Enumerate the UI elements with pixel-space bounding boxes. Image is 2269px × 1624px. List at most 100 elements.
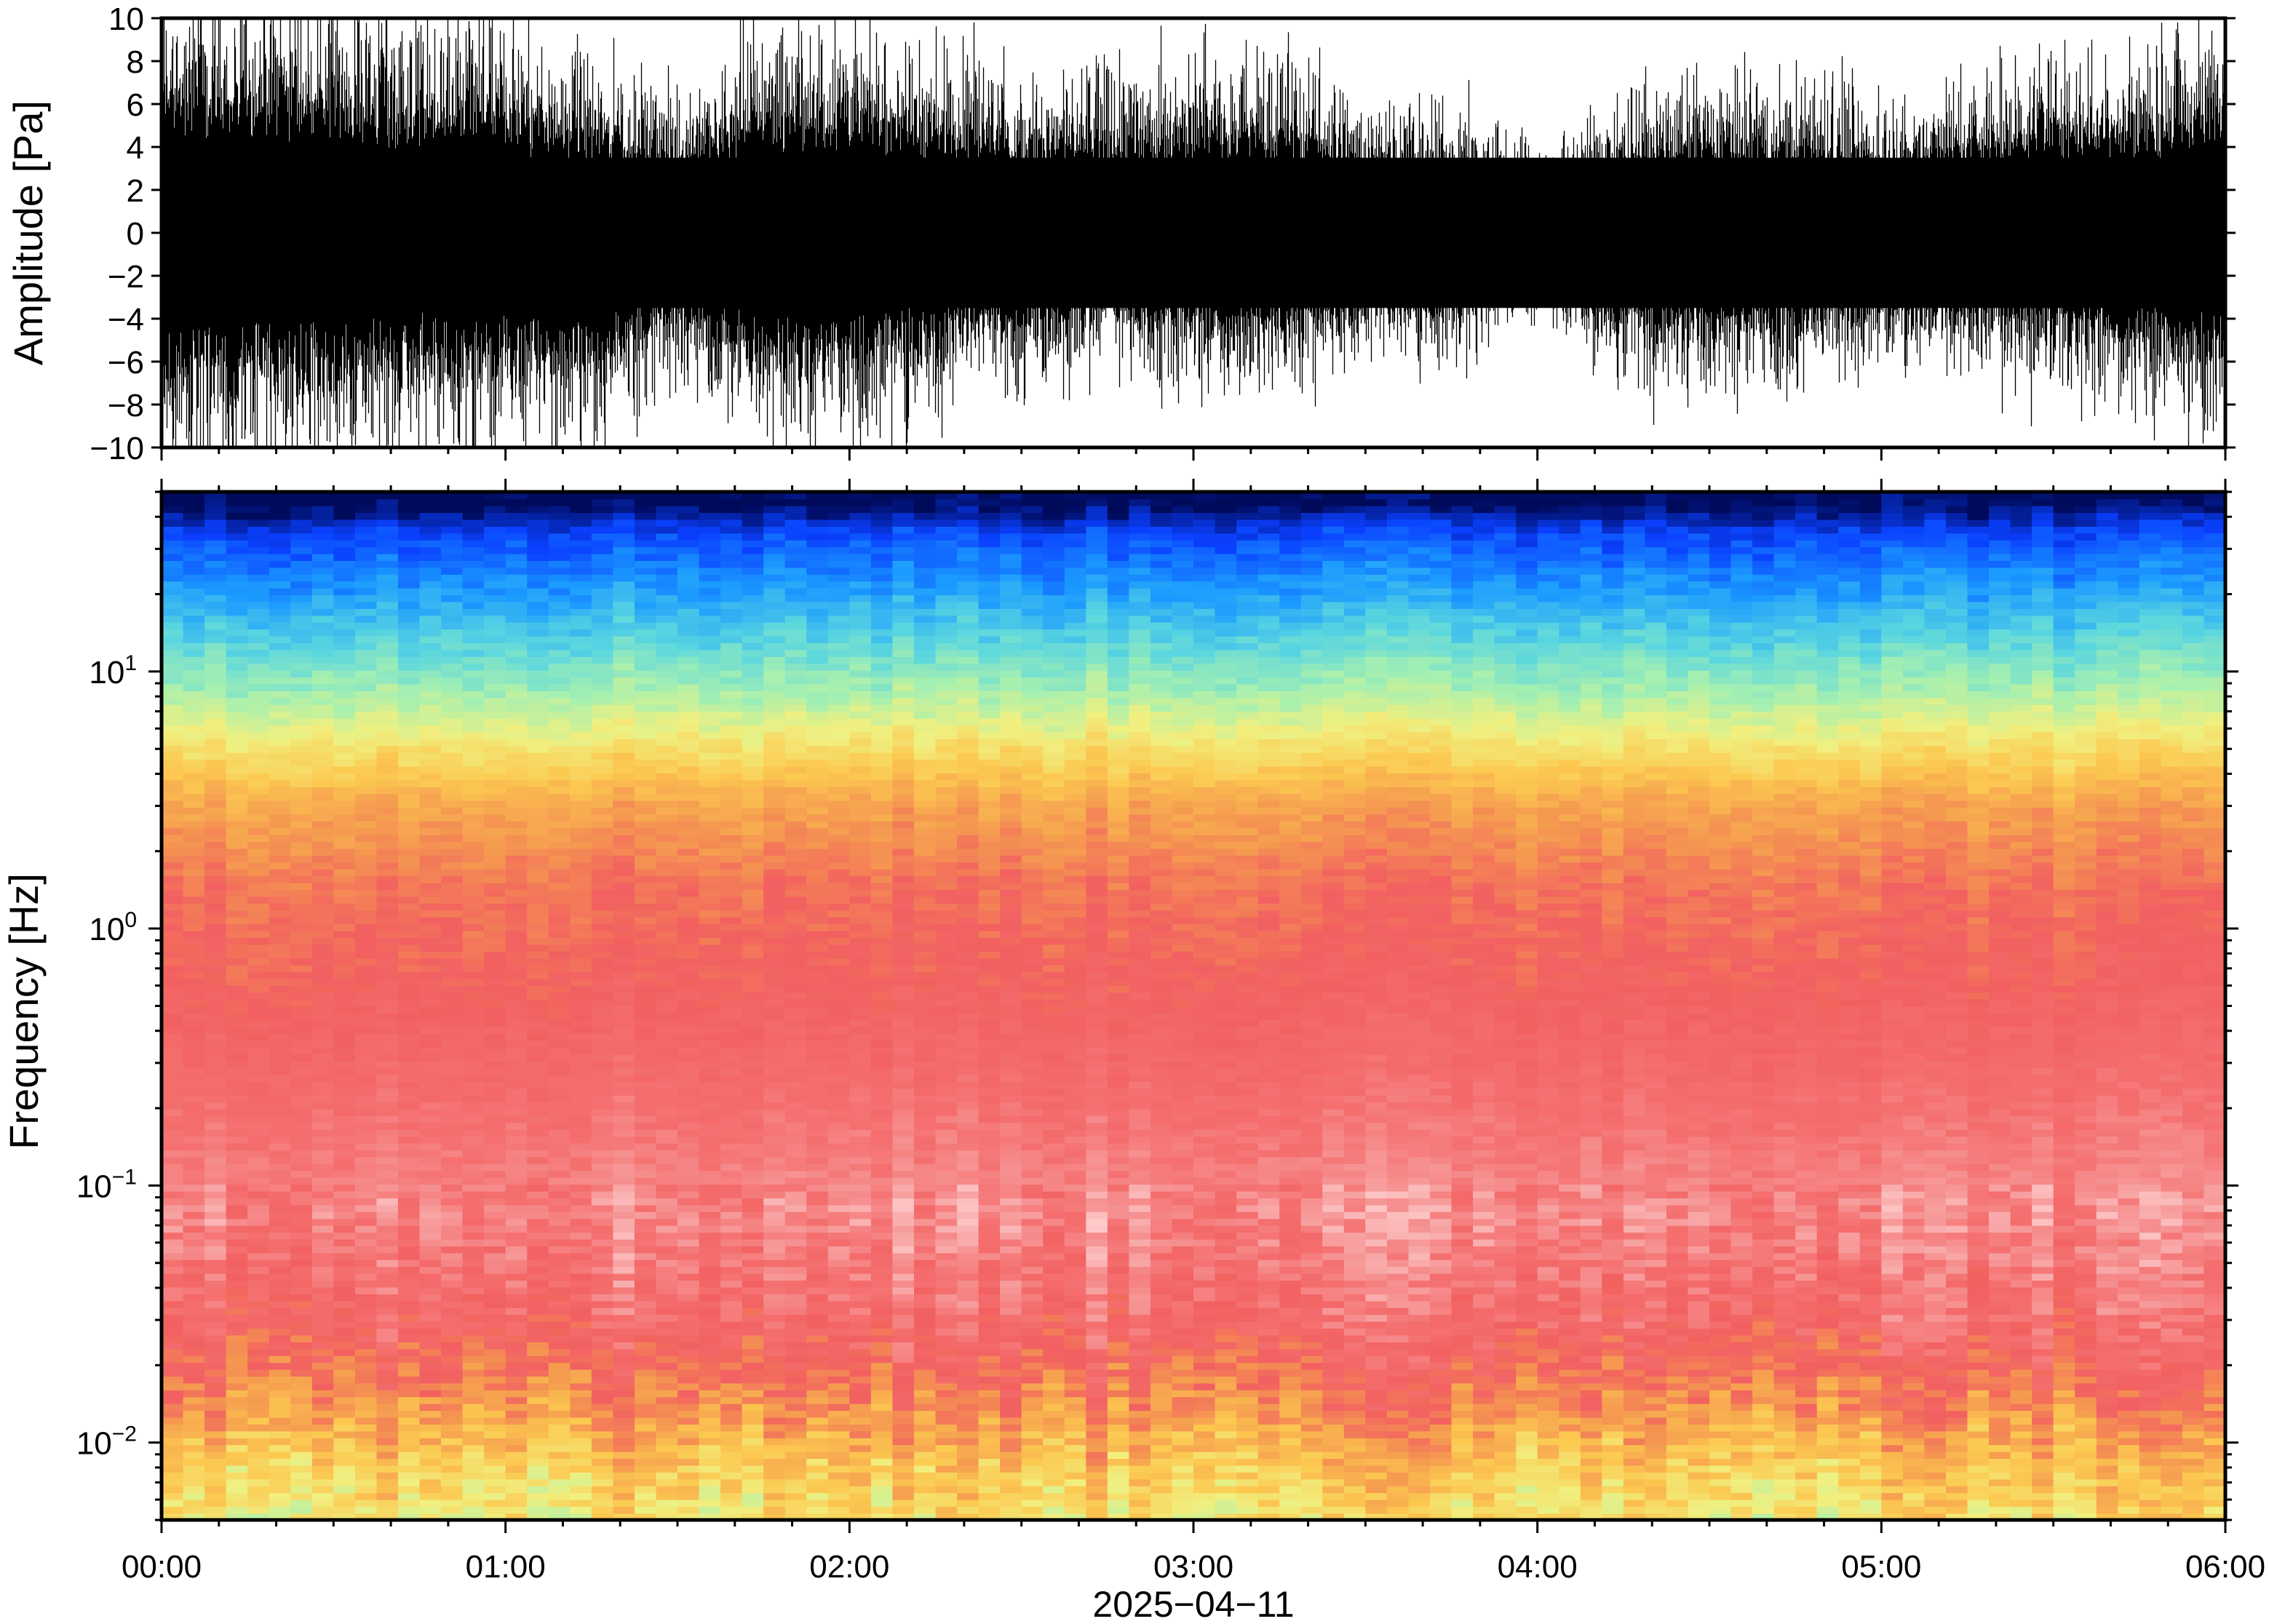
spectrogram-cell	[1322, 1232, 1345, 1240]
spectrogram-cell	[183, 1238, 205, 1246]
spectrogram-cell	[957, 1348, 979, 1356]
spectrogram-cell	[699, 1300, 721, 1308]
spectrogram-cell	[827, 1184, 851, 1192]
spectrogram-cell	[1000, 1485, 1022, 1494]
spectrogram-cell	[1000, 1321, 1022, 1329]
spectrogram-cell	[1365, 1259, 1388, 1267]
spectrogram-cell	[1322, 1362, 1345, 1370]
spectrogram-cell	[1429, 1307, 1453, 1315]
spectrogram-cell	[183, 1334, 205, 1342]
spectrogram-cell	[2053, 1348, 2076, 1356]
spectrogram-cell	[2032, 1451, 2054, 1460]
spectrogram-cell	[1709, 1211, 1732, 1219]
spectrogram-cell	[2032, 1170, 2054, 1178]
spectrogram-cell	[505, 1307, 528, 1315]
spectrogram-cell	[484, 1246, 506, 1254]
spectrogram-cell	[677, 1485, 700, 1494]
spectrogram-cell	[1365, 1252, 1388, 1260]
spectrogram-cell	[1709, 1444, 1732, 1452]
spectrogram-cell	[1236, 1266, 1259, 1274]
spectrogram-cell	[1494, 1286, 1517, 1294]
spectrogram-cell	[1408, 1465, 1431, 1473]
spectrogram-cell	[1666, 1321, 1689, 1329]
spectrogram-cell	[1000, 1499, 1022, 1507]
spectrogram-cell	[1559, 1424, 1581, 1432]
spectrogram-cell	[1773, 1369, 1796, 1377]
spectrogram-cell	[720, 1355, 743, 1364]
spectrogram-cell	[656, 1342, 678, 1350]
spectrogram-cell	[935, 1369, 958, 1377]
spectrogram-cell	[1451, 1451, 1474, 1460]
spectrogram-cell	[1279, 1410, 1302, 1418]
spectrogram-cell	[870, 1190, 894, 1199]
spectrogram-cell	[634, 1424, 657, 1432]
spectrogram-cell	[613, 1184, 635, 1192]
spectrogram-cell	[1688, 1204, 1710, 1212]
spectrogram-cell	[1537, 1238, 1560, 1246]
spectrogram-cell	[1838, 1218, 1861, 1226]
spectrogram-cell	[656, 1417, 678, 1425]
spectrogram-cell	[935, 1478, 958, 1486]
spectrogram-cell	[1902, 1280, 1926, 1288]
spectrogram-cell	[1559, 1280, 1581, 1288]
spectrogram-cell	[2096, 1342, 2119, 1350]
spectrogram-cell	[1580, 1499, 1603, 1507]
spectrogram-cell	[849, 1266, 872, 1274]
spectrogram-cell	[2161, 1472, 2183, 1480]
spectrogram-cell	[333, 1362, 356, 1370]
spectrogram-cell	[2204, 1225, 2225, 1233]
spectrogram-cell	[763, 1410, 786, 1418]
spectrogram-cell	[1365, 1273, 1388, 1281]
spectrogram-cell	[1129, 1198, 1151, 1206]
spectrogram-cell	[226, 1232, 248, 1240]
spectrogram-cell	[1494, 1376, 1517, 1384]
spectrogram-cell	[527, 1390, 549, 1398]
spectrogram-cell	[1279, 1417, 1302, 1425]
spectrogram-cell	[2182, 1492, 2205, 1500]
spectrogram-cell	[1816, 1410, 1840, 1418]
spectrogram-cell	[1666, 1355, 1689, 1364]
spectrogram-cell	[1236, 1177, 1259, 1185]
spectrogram-cell	[1688, 1492, 1710, 1500]
spectrogram-cell	[892, 1225, 915, 1233]
spectrogram-cell	[634, 1342, 657, 1350]
spectrogram-cell	[1236, 1403, 1259, 1412]
spectrogram-cell	[2161, 1184, 2183, 1192]
spectrogram-cell	[1322, 1348, 1345, 1356]
spectrogram-cell	[1688, 1369, 1710, 1377]
spectrogram-cell	[1451, 1492, 1474, 1500]
spectrogram-cell	[935, 1307, 958, 1315]
spectrogram-cell	[1752, 1177, 1775, 1185]
spectrogram-cell	[1021, 1328, 1044, 1336]
spectrogram-cell	[2096, 1334, 2119, 1342]
spectrogram-cell	[548, 1499, 571, 1507]
spectrogram-cell	[1408, 1328, 1431, 1336]
spectrogram-cell	[849, 1334, 872, 1342]
spectrogram-cell	[1688, 1184, 1710, 1192]
spectrogram-cell	[1064, 1362, 1087, 1370]
spectrogram-cell	[1859, 1211, 1883, 1219]
spectrogram-cell	[613, 1465, 635, 1473]
spectrogram-cell	[806, 1348, 829, 1356]
spectrogram-cell	[226, 1465, 248, 1473]
spectrogram-cell	[419, 1355, 442, 1364]
spectrogram-cell	[1429, 1382, 1453, 1390]
spectrogram-cell	[1516, 1417, 1538, 1425]
spectrogram-cell	[269, 1334, 292, 1342]
spectrogram-cell	[1881, 1198, 1904, 1206]
spectrogram-cell	[1666, 1232, 1689, 1240]
spectrogram-cell	[1623, 1342, 1646, 1350]
spectrogram-cell	[2075, 1211, 2097, 1219]
spectrogram-cell	[333, 1307, 356, 1315]
spectrogram-cell	[870, 1286, 894, 1294]
spectrogram-cell	[2204, 1190, 2225, 1199]
spectrogram-cell	[1666, 1485, 1689, 1494]
spectrogram-cell	[1086, 1465, 1108, 1473]
spectrogram-cell	[1945, 1218, 1968, 1226]
spectrogram-cell	[1386, 1252, 1410, 1260]
spectrogram-cell	[1795, 1403, 1818, 1412]
spectrogram-cell	[1451, 1355, 1474, 1364]
spectrogram-cell	[1107, 1307, 1130, 1315]
spectrogram-cell	[397, 1238, 421, 1246]
spectrogram-cell	[1752, 1190, 1775, 1199]
